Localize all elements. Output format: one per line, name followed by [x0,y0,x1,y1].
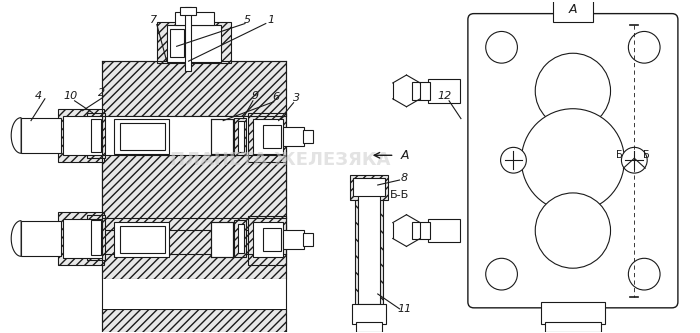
Bar [248,216,286,265]
Bar [211,119,233,154]
Bar [303,232,314,246]
Circle shape [536,193,610,268]
Bar [253,119,283,154]
Bar [358,190,379,304]
Bar [58,109,104,162]
Text: 5: 5 [244,15,251,25]
Polygon shape [11,221,21,256]
Text: А: А [400,149,409,162]
Bar [262,227,281,251]
Text: 6: 6 [272,92,279,102]
Bar [102,150,286,229]
Text: 4: 4 [34,91,41,101]
Bar [21,221,61,256]
Bar [120,123,164,150]
Bar [63,219,102,258]
Bar [92,220,102,255]
Text: 9: 9 [251,91,258,101]
FancyBboxPatch shape [468,14,678,308]
Bar [428,219,460,242]
Circle shape [486,258,517,290]
Bar [262,125,281,148]
Bar [238,224,244,253]
Circle shape [629,31,660,63]
Bar [350,175,388,200]
Bar [88,113,105,158]
Bar [102,309,286,333]
Bar [412,82,430,100]
Bar [185,7,192,71]
Text: А: А [568,3,577,16]
Text: 3: 3 [293,93,300,103]
Bar [21,118,61,153]
Bar [175,12,214,25]
Bar [58,212,104,265]
Bar [114,119,169,154]
Polygon shape [11,118,21,153]
Bar [157,22,231,63]
Bar [169,29,183,57]
Circle shape [522,109,624,212]
Bar [352,304,386,324]
Bar [253,222,283,257]
Text: 2: 2 [98,88,105,98]
Text: ПЛАНЕТА ЖЕЛЕЗЯКА: ПЛАНЕТА ЖЕЛЕЗЯКА [171,151,391,169]
Bar [355,185,383,309]
Bar [353,178,385,196]
Bar [283,127,304,147]
Text: 12: 12 [437,91,452,101]
Bar [102,279,286,309]
Bar [283,229,304,249]
Bar [102,225,286,279]
Bar [211,222,233,257]
Bar [180,7,197,15]
Text: 11: 11 [398,304,412,314]
Text: Б: Б [616,150,623,160]
Bar [63,116,102,155]
Bar [120,226,164,253]
Bar [238,121,244,152]
Bar [248,113,286,162]
Circle shape [536,53,610,129]
Text: Б-Б: Б-Б [390,190,410,200]
Text: 8: 8 [401,173,408,183]
Circle shape [486,31,517,63]
Bar [545,322,601,332]
Bar [303,130,314,144]
Bar [356,322,382,332]
Circle shape [622,148,648,173]
Bar [114,222,169,257]
Text: 1: 1 [267,15,274,25]
Bar [102,61,286,116]
Bar [234,118,246,155]
Text: 7: 7 [150,15,158,25]
Circle shape [500,148,526,173]
Circle shape [629,258,660,290]
Bar [102,116,286,155]
Bar [412,222,430,239]
Text: Б: Б [643,150,650,160]
Bar [553,0,593,22]
Bar [428,79,460,103]
Bar [167,25,221,62]
Bar [102,155,286,210]
Bar [234,220,246,257]
Text: 10: 10 [64,91,78,101]
Bar [541,302,605,324]
Bar [92,119,102,152]
Bar [88,215,105,260]
